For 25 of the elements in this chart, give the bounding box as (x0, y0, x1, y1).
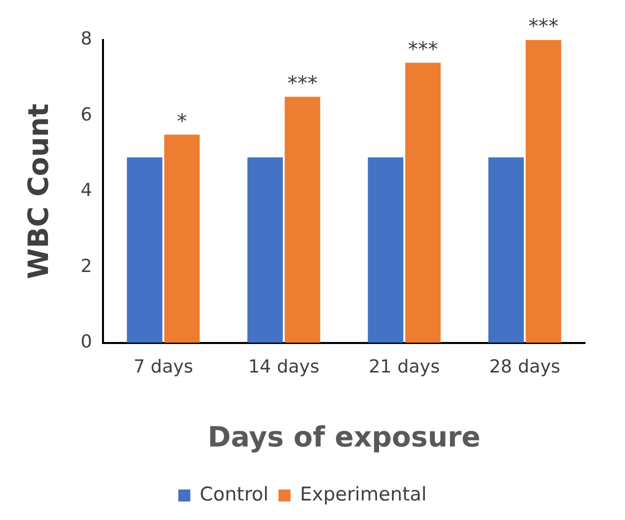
x-tick-label: 14 days (248, 356, 320, 378)
y-tick-label: 4 (80, 180, 92, 202)
legend-label: Control (200, 483, 268, 506)
y-tick-label: 2 (80, 256, 92, 277)
bar (247, 157, 283, 343)
bar (488, 157, 524, 343)
y-tick-label: 6 (80, 104, 92, 126)
y-axis-title: WBC Count (22, 104, 56, 280)
bar (368, 157, 404, 343)
x-axis-title: Days of exposure (208, 420, 480, 454)
y-tick-label: 8 (80, 28, 92, 50)
bar (164, 134, 200, 343)
y-tick-label: 0 (80, 331, 92, 352)
x-tick-label: 7 days (133, 356, 194, 378)
annotation: * (176, 108, 187, 133)
annotation: *** (287, 70, 318, 95)
bar (405, 62, 441, 343)
annotation: *** (408, 36, 438, 61)
bar (526, 40, 562, 343)
x-tick-label: 21 days (368, 356, 440, 378)
annotation: *** (528, 14, 558, 38)
bar (284, 96, 320, 343)
legend-label: Experimental (300, 483, 427, 506)
bar (126, 157, 162, 343)
x-tick-label: 28 days (489, 356, 560, 378)
